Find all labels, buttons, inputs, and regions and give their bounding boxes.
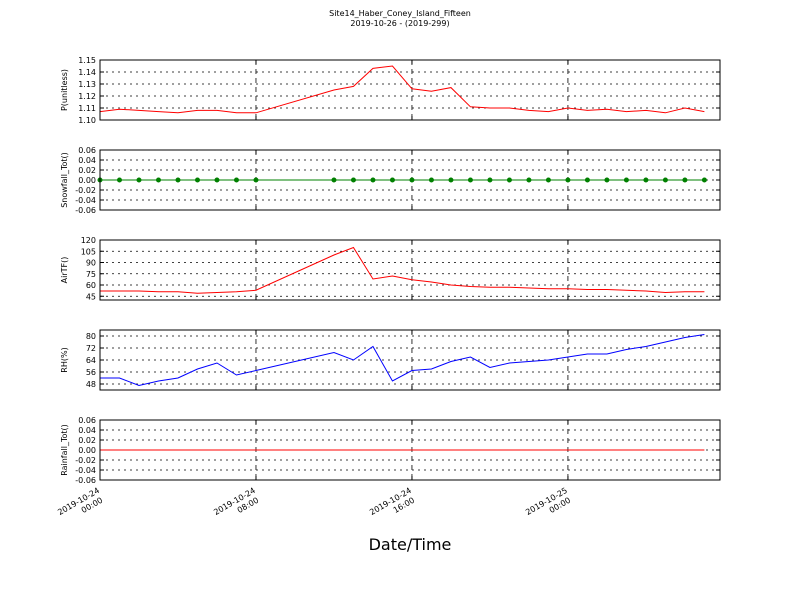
y-tick-label: 1.13 [78, 80, 96, 89]
data-point [350, 177, 356, 183]
data-point [389, 177, 395, 183]
y-tick-label: -0.02 [75, 186, 96, 195]
y-tick-label: -0.04 [75, 196, 96, 205]
x-axis-label: Date/Time [369, 535, 452, 554]
plot-frame [99, 329, 721, 391]
data-point [467, 177, 473, 183]
y-tick-label: 45 [86, 292, 96, 301]
x-tick-label: 2019-10-2416:00 [368, 486, 418, 526]
data-point [506, 177, 512, 183]
y-tick-label: 0.06 [78, 146, 96, 155]
data-point [428, 177, 434, 183]
y-tick-label: -0.04 [75, 466, 96, 475]
x-tick-label: 2019-10-2408:00 [212, 486, 262, 526]
y-tick-label: 48 [86, 380, 96, 389]
plot-frame [99, 149, 721, 211]
data-point [155, 177, 161, 183]
data-point [370, 177, 376, 183]
data-point [214, 177, 220, 183]
y-tick-label: 75 [86, 270, 96, 279]
x-tick-label: 2019-10-2400:00 [56, 486, 106, 526]
data-point [116, 177, 122, 183]
plot-frame [99, 419, 721, 481]
data-point [623, 177, 629, 183]
data-point [136, 177, 142, 183]
y-axis-label: Rainfall_Tot() [60, 424, 69, 476]
data-point [194, 177, 200, 183]
y-tick-label: 90 [86, 259, 96, 268]
data-point [565, 177, 571, 183]
y-axis-label: Snowfall_Tot() [60, 152, 69, 208]
data-point [253, 177, 259, 183]
data-point [526, 177, 532, 183]
data-point [331, 177, 337, 183]
data-point [701, 177, 707, 183]
data-point [662, 177, 668, 183]
y-tick-label: 0.02 [78, 166, 96, 175]
chart-title: Site14_Haber_Coney_Island_Fifteen [329, 9, 471, 18]
data-point [448, 177, 454, 183]
y-tick-label: 0.00 [78, 446, 96, 455]
y-tick-label: 0.04 [78, 426, 96, 435]
data-point [175, 177, 181, 183]
chart-subtitle: 2019-10-26 - (2019-299) [350, 19, 449, 28]
data-point [643, 177, 649, 183]
y-tick-label: 60 [86, 281, 96, 290]
data-point [545, 177, 551, 183]
y-tick-label: 0.06 [78, 416, 96, 425]
y-tick-label: 1.10 [78, 116, 96, 125]
data-line [99, 65, 705, 114]
y-tick-label: 72 [86, 344, 96, 353]
y-tick-label: 120 [81, 236, 96, 245]
y-tick-label: 80 [86, 332, 96, 341]
data-point [409, 177, 415, 183]
y-tick-label: 0.04 [78, 156, 96, 165]
data-point [584, 177, 590, 183]
data-point [233, 177, 239, 183]
y-tick-label: -0.06 [75, 476, 96, 485]
data-line [100, 334, 705, 387]
data-point [682, 177, 688, 183]
y-tick-label: 64 [86, 356, 96, 365]
data-line [100, 246, 705, 294]
y-tick-label: 1.12 [78, 92, 96, 101]
y-axis-label: AirTF() [60, 257, 69, 284]
y-tick-label: -0.02 [75, 456, 96, 465]
y-tick-label: 105 [81, 247, 96, 256]
y-tick-label: 0.00 [78, 176, 96, 185]
plot-frame [99, 59, 721, 121]
y-tick-label: 1.15 [78, 56, 96, 65]
plot-frame [99, 239, 721, 301]
data-point [604, 177, 610, 183]
y-axis-label: P(unitless) [60, 69, 69, 111]
y-tick-label: 1.11 [78, 104, 96, 113]
y-tick-label: 1.14 [78, 68, 96, 77]
x-tick-label: 2019-10-2500:00 [524, 486, 574, 526]
y-axis-label: RH(%) [60, 347, 69, 372]
y-tick-label: -0.06 [75, 206, 96, 215]
y-tick-label: 56 [86, 368, 96, 377]
data-point [487, 177, 493, 183]
y-tick-label: 0.02 [78, 436, 96, 445]
